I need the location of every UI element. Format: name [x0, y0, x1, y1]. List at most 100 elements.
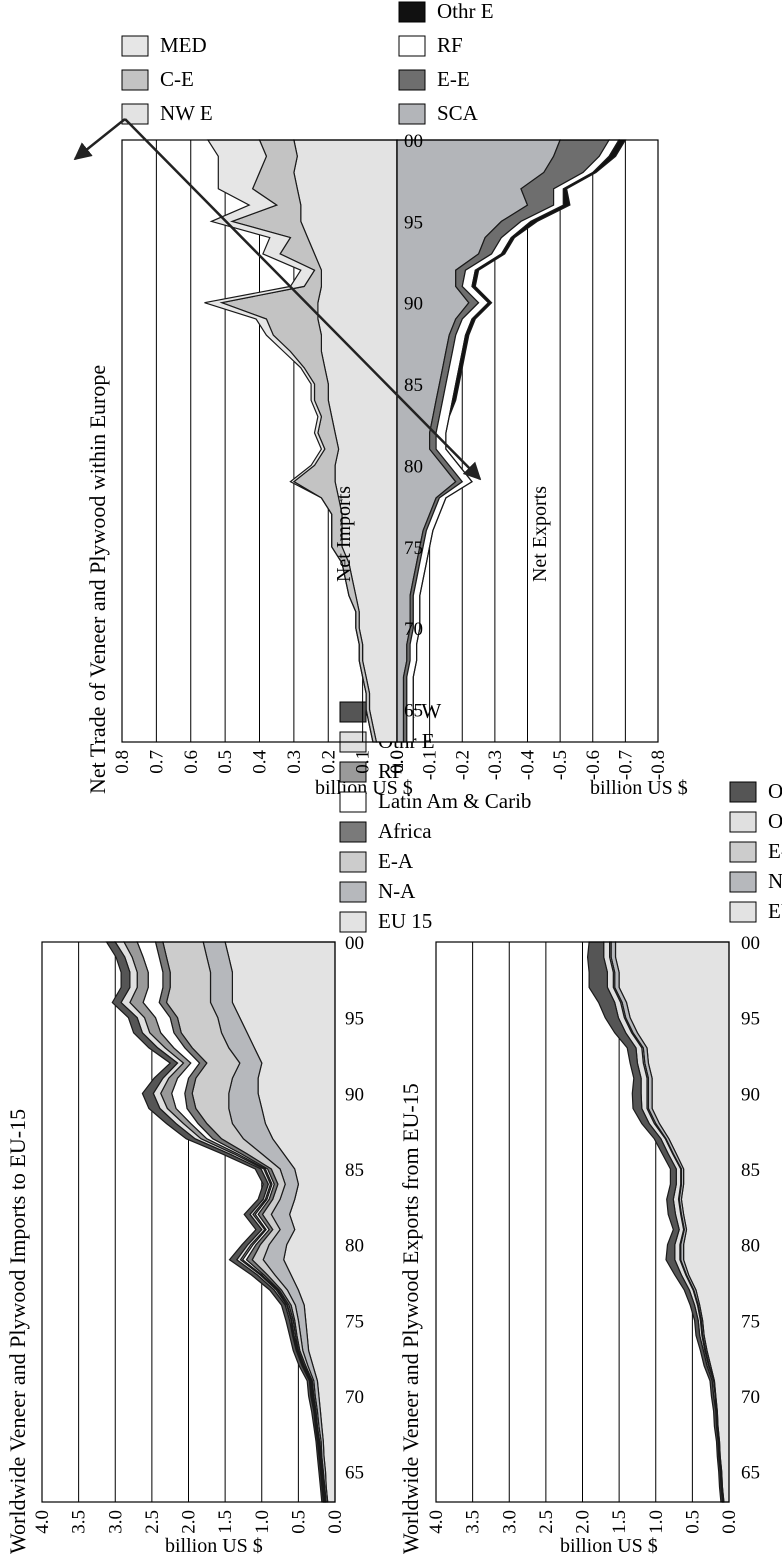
nettrade-imports-y-tick-label: 0.1 — [353, 750, 374, 774]
imports-y-tick-label: 3.5 — [69, 1510, 90, 1534]
exports-x-tick-label: 00 — [741, 933, 760, 954]
nettrade-exports-chart: 0.0 -0.1 -0.2 -0.3 -0.4 -0.5 -0.6 -0.7 -0.8 65 70 7… — [387, 0, 669, 780]
exports-chart-title: Worldwide Veneer and Plywood Exports fro… — [398, 1083, 423, 1554]
nettrade-exports-plot-frame — [396, 139, 659, 743]
imports-y-tick-label: 2.0 — [179, 1510, 200, 1534]
exports-y-tick-label: 1.0 — [646, 1510, 667, 1534]
nettrade-exports-y-tick-label: -0.6 — [583, 750, 604, 780]
nettrade-exports-legend-swatch-rf — [398, 35, 426, 57]
imports-x-tick-label: 90 — [345, 1084, 364, 1105]
exports-legend-label-othr-w: Othr W — [768, 779, 782, 803]
imports-legend-label-latin-am-carib: Latin Am & Carib — [378, 789, 531, 813]
nettrade-exports-legend-swatch-sca — [398, 103, 426, 125]
net-imports-annotation: Net Imports — [333, 486, 355, 582]
nettrade-imports-chart: 0.0 0.1 0.2 0.3 0.4 0.5 0.6 0.7 0.8 NW E C-E MED — [112, 33, 408, 774]
imports-y-tick-label: 0.5 — [288, 1510, 309, 1534]
exports-x-tick-label: 65 — [741, 1463, 760, 1484]
exports-plot-frame — [435, 941, 730, 1503]
imports-legend-swatch-e-a — [339, 851, 367, 873]
nettrade-imports-y-tick-label: 0.4 — [250, 750, 271, 774]
exports-legend-label-e-a: E-A — [768, 839, 782, 863]
imports-legend-swatch-n-a — [339, 881, 367, 903]
exports-y-tick-label: 2.0 — [573, 1510, 594, 1534]
nettrade-chart-title: Net Trade of Veneer and Plywood within E… — [85, 365, 110, 794]
imports-x-tick-label: 00 — [345, 933, 364, 954]
nettrade-exports-legend-swatch-e-e — [398, 69, 426, 91]
nettrade-imports-legend-label-nw-e: NW E — [160, 101, 213, 125]
nettrade-exports-x-tick-label: 85 — [404, 375, 423, 396]
imports-chart-title: Worldwide Veneer and Plywood Imports to … — [5, 1109, 30, 1554]
nettrade-imports-y-axis-label: billion US $ — [315, 777, 413, 799]
imports-legend-label-africa: Africa — [378, 819, 432, 843]
imports-chart: 0.0 0.5 1.0 1.5 2.0 2.5 3.0 3.5 4.0 65 70 75 80 85 90 9… — [32, 699, 531, 1534]
imports-x-tick-label: 75 — [345, 1311, 364, 1332]
nettrade-exports-y-tick-label: -0.5 — [550, 750, 571, 780]
exports-x-tick-label: 75 — [741, 1311, 760, 1332]
exports-x-tick-label: 70 — [741, 1387, 760, 1408]
imports-legend-label-eu-15: EU 15 — [378, 909, 432, 933]
imports-y-axis-label: billion US $ — [165, 1535, 263, 1557]
exports-legend-swatch-e-a — [729, 841, 757, 863]
exports-legend-label-eu-15: EU 15 — [768, 899, 782, 923]
nettrade-exports-y-tick-label: -0.8 — [648, 750, 669, 780]
imports-plot-frame — [41, 941, 336, 1503]
nettrade-exports-x-tick-label: 75 — [404, 538, 423, 559]
nettrade-exports-y-tick-label: -0.7 — [615, 750, 636, 780]
imports-legend-label-rf: RF — [378, 759, 404, 783]
exports-x-tick-label: 90 — [741, 1084, 760, 1105]
exports-y-tick-label: 2.5 — [536, 1510, 557, 1534]
nettrade-exports-y-tick-label: 0.0 — [387, 750, 408, 774]
imports-y-tick-label: 1.0 — [252, 1510, 273, 1534]
nettrade-imports-legend-label-med: MED — [160, 33, 207, 57]
nettrade-imports-series-nw-e — [293, 139, 398, 743]
net-exports-annotation: Net Exports — [529, 486, 551, 582]
exports-y-tick-label: 3.5 — [463, 1510, 484, 1534]
exports-legend-swatch-othr-e — [729, 811, 757, 833]
imports-x-tick-label: 95 — [345, 1009, 364, 1030]
imports-legend-label-e-a: E-A — [378, 849, 414, 873]
imports-legend-swatch-latin-am-carib — [339, 791, 367, 813]
imports-legend-swatch-othr-w — [339, 701, 367, 723]
imports-legend-label-n-a: N-A — [378, 879, 416, 903]
nettrade-exports-x-tick-label: 80 — [404, 456, 423, 477]
imports-y-tick-label: 3.0 — [105, 1510, 126, 1534]
nettrade-exports-legend-label-rf: RF — [437, 33, 463, 57]
exports-x-tick-label: 80 — [741, 1236, 760, 1257]
exports-y-tick-label: 3.0 — [499, 1510, 520, 1534]
nettrade-exports-legend-swatch-othr-e — [398, 1, 426, 23]
nettrade-exports-x-tick-label: 95 — [404, 212, 423, 233]
imports-legend-swatch-africa — [339, 821, 367, 843]
exports-legend-swatch-n-a — [729, 871, 757, 893]
nettrade-imports-y-tick-label: 0.0 — [387, 750, 408, 774]
imports-x-tick-label: 85 — [345, 1160, 364, 1181]
exports-y-axis-label: billion US $ — [560, 1535, 658, 1557]
nettrade-exports-y-tick-label: -0.2 — [452, 750, 473, 780]
nettrade-exports-legend-label-sca: SCA — [437, 101, 479, 125]
exports-legend-label-othr-e: Othr E — [768, 809, 782, 833]
nettrade-exports-y-tick-label: -0.3 — [485, 750, 506, 780]
imports-x-tick-label: 70 — [345, 1387, 364, 1408]
exports-legend-label-n-a: N-A — [768, 869, 782, 893]
nettrade-exports-x-tick-label: 70 — [404, 619, 423, 640]
nettrade-exports-y-tick-label: -0.1 — [420, 750, 441, 780]
nettrade-imports-y-tick-label: 0.2 — [318, 750, 339, 774]
nettrade-imports-legend-swatch-c-e — [121, 69, 149, 91]
imports-legend-swatch-rf — [339, 761, 367, 783]
nettrade-imports-legend-swatch-med — [121, 35, 149, 57]
nettrade-exports-legend-label-e-e: E-E — [437, 67, 470, 91]
nettrade-imports-y-tick-label: 0.6 — [181, 750, 202, 774]
nettrade-exports-y-tick-label: -0.4 — [518, 750, 539, 781]
nettrade-exports-x-tick-label: 00 — [404, 131, 423, 152]
exports-y-tick-label: 0.5 — [682, 1510, 703, 1534]
nettrade-imports-legend-label-c-e: C-E — [160, 67, 194, 91]
imports-x-tick-label: 80 — [345, 1236, 364, 1257]
exports-legend-swatch-eu-15 — [729, 901, 757, 923]
imports-legend-swatch-eu-15 — [339, 911, 367, 933]
exports-y-tick-label: 0.0 — [719, 1510, 740, 1534]
imports-y-tick-label: 0.0 — [325, 1510, 346, 1534]
nettrade-exports-y-axis-label: billion US $ — [590, 777, 688, 799]
exports-x-tick-label: 95 — [741, 1009, 760, 1030]
exports-chart: 0.0 0.5 1.0 1.5 2.0 2.5 3.0 3.5 4.0 65 70 75 80 85 90 9… — [426, 779, 782, 1534]
